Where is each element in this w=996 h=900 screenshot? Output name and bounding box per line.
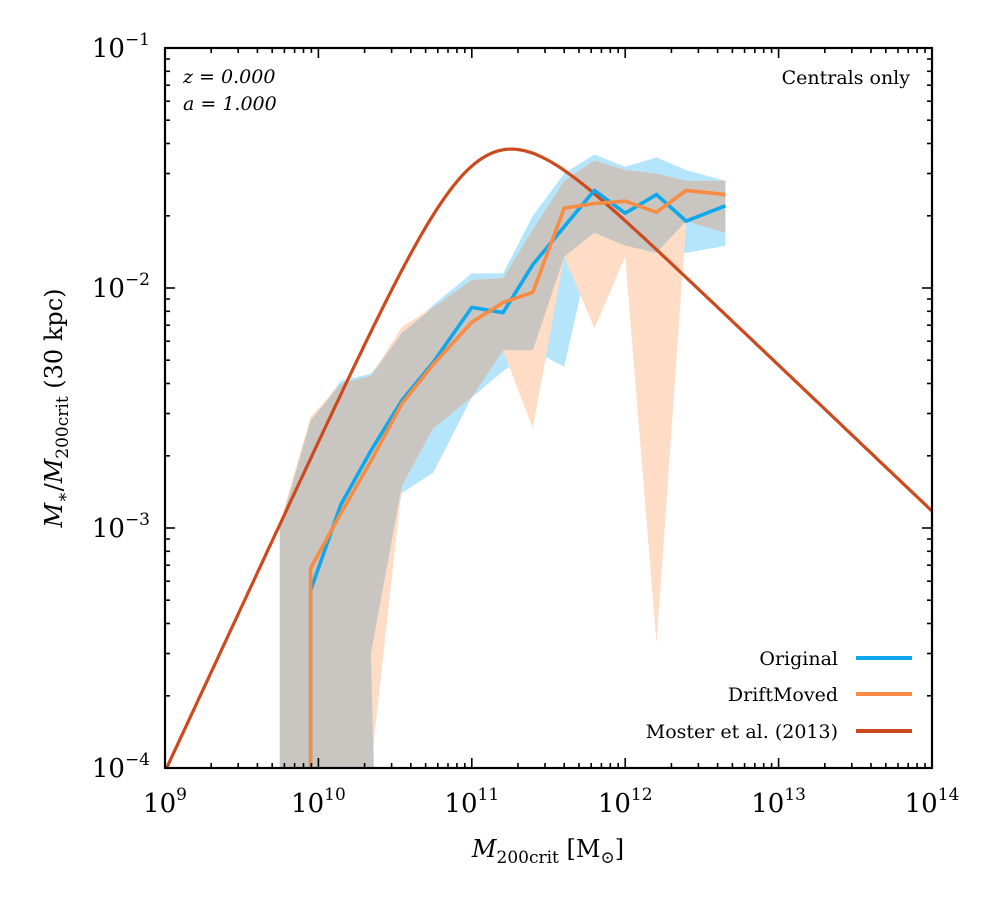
x-tick-label: 1012 xyxy=(598,785,653,819)
line-moster xyxy=(165,147,932,768)
y-tick-labels: 10−4 10−3 10−2 10−1 xyxy=(92,30,150,784)
y-tick-label: 10−3 xyxy=(92,510,150,544)
x-tick-label: 1014 xyxy=(905,785,960,819)
x-axis-label: M200crit [M⊙] xyxy=(471,835,624,868)
y-tick-label: 10−2 xyxy=(92,270,150,304)
x-tick-label: 1011 xyxy=(444,785,499,819)
y-axis-label: M∗/M200crit (30 kpc) xyxy=(40,288,73,528)
legend-label-original: Original xyxy=(759,648,838,670)
legend-label-moster: Moster et al. (2013) xyxy=(646,721,838,743)
selection-annotation: Centrals only xyxy=(782,67,911,89)
scatter-bands xyxy=(279,154,726,768)
redshift-annotation: z = 0.000 xyxy=(182,66,275,88)
plot-frame xyxy=(163,46,934,770)
x-tick-labels: 109 1010 1011 1012 1013 1014 xyxy=(143,785,959,819)
line-original xyxy=(308,188,727,768)
line-driftmoved xyxy=(308,188,726,768)
x-tick-label: 109 xyxy=(143,785,187,819)
y-tick-label: 10−4 xyxy=(92,750,150,784)
x-tick-label: 1013 xyxy=(751,785,806,819)
scale-factor-annotation: a = 1.000 xyxy=(183,93,277,115)
series-lines xyxy=(165,147,932,768)
legend: Original DriftMoved Moster et al. (2013) xyxy=(646,648,912,743)
y-tick-label: 10−1 xyxy=(92,30,150,64)
x-tick-label: 1010 xyxy=(291,785,346,819)
legend-label-driftmoved: DriftMoved xyxy=(728,684,838,706)
